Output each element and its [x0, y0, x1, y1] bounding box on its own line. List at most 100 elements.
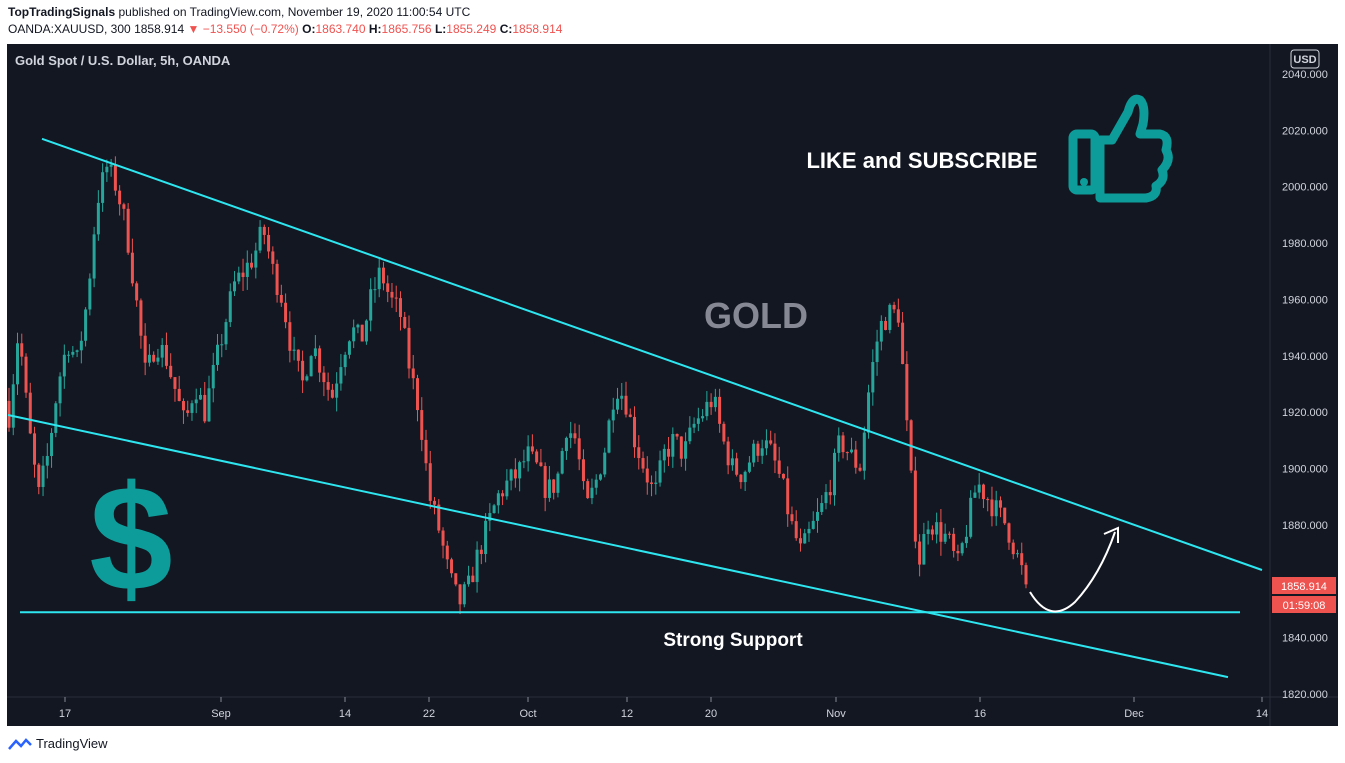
candle-body	[556, 473, 560, 493]
candle-body	[994, 500, 998, 517]
candle-body	[679, 436, 683, 459]
candle-body	[794, 521, 798, 539]
candle-body	[54, 403, 58, 433]
candle-body	[730, 458, 734, 466]
candle-body	[850, 449, 854, 453]
candle-body	[305, 376, 309, 381]
candle-body	[803, 533, 807, 544]
candle-body	[190, 403, 194, 413]
candle-body	[356, 324, 360, 328]
candle-body	[450, 559, 454, 574]
candle-body	[88, 278, 92, 310]
candle-body	[101, 172, 105, 203]
candle-body	[671, 433, 675, 457]
candle-body	[1003, 507, 1007, 524]
candle-body	[926, 529, 930, 534]
candle-body	[581, 459, 585, 482]
author-name[interactable]: TopTradingSignals	[8, 5, 116, 19]
candle-body	[322, 372, 326, 383]
candle-body	[722, 423, 726, 442]
candle-body	[641, 458, 645, 469]
candle-body	[181, 401, 185, 411]
candle-body	[598, 474, 602, 480]
tradingview-brand[interactable]: TradingView	[36, 736, 108, 751]
time-axis[interactable]: 17 Sep 14 22 Oct 12 20 Nov 16 Dec 14	[59, 697, 1268, 720]
candle-body	[407, 327, 411, 369]
candle-body	[815, 511, 819, 521]
candle-body	[773, 443, 777, 461]
candle-body	[377, 267, 381, 290]
candle-body	[147, 354, 151, 363]
candle-body	[360, 324, 364, 342]
candle-body	[20, 343, 24, 357]
candle-body	[160, 344, 164, 358]
candle-body	[879, 320, 883, 342]
candle-body	[335, 383, 339, 398]
candle-body	[139, 300, 143, 336]
candle-body	[428, 463, 432, 501]
candle-body	[347, 341, 351, 355]
candle-body	[854, 449, 858, 468]
candle-body	[969, 497, 973, 537]
candle-body	[233, 281, 237, 292]
candle-body	[1024, 565, 1028, 585]
candle-body	[739, 474, 743, 483]
candle-body	[603, 452, 607, 475]
candle-body	[156, 357, 160, 362]
candle-body	[513, 469, 517, 479]
candle-body	[92, 234, 96, 279]
currency-badge[interactable]	[1290, 49, 1320, 69]
candle-body	[688, 427, 692, 442]
footer: TradingView	[8, 736, 108, 751]
countdown-tag	[1272, 596, 1336, 613]
candle-body	[164, 344, 168, 366]
candle-body	[981, 484, 985, 500]
candle-body	[381, 267, 385, 284]
candle-body	[313, 348, 317, 357]
candle-body	[990, 499, 994, 517]
trendlines-group	[7, 137, 1263, 679]
candle-body	[467, 575, 471, 585]
price-tick-label: 1820.000	[1282, 689, 1328, 701]
candle-body	[586, 481, 590, 499]
candle-body	[871, 362, 875, 393]
candle-body	[611, 409, 615, 421]
candle-body	[764, 440, 768, 449]
candle-body	[790, 514, 794, 522]
candle-body	[462, 584, 466, 605]
candle-body	[696, 418, 700, 424]
candle-body	[560, 451, 564, 474]
candle-body	[824, 492, 828, 504]
candle-body	[650, 482, 654, 484]
candle-body	[1007, 523, 1011, 543]
last-price-value: 1858.914	[134, 22, 185, 36]
candle-body	[501, 493, 505, 497]
candle-body	[479, 549, 483, 555]
candle-body	[607, 420, 611, 453]
candle-body	[624, 395, 628, 415]
publish-info: TopTradingSignals published on TradingVi…	[8, 5, 470, 19]
candle-body	[769, 440, 773, 444]
candle-body	[1015, 553, 1019, 555]
candle-body	[718, 396, 722, 424]
low-value: 1855.249	[446, 22, 497, 36]
candle-body	[709, 401, 713, 408]
candle-body	[173, 377, 177, 389]
candle-body	[701, 416, 705, 419]
candle-body	[952, 533, 956, 551]
candle-body	[143, 335, 147, 363]
candle-body	[705, 401, 709, 417]
candle-body	[258, 226, 262, 251]
symbol-info: OANDA:XAUUSD, 300 1858.914 ▼ −13.550 (−0…	[8, 22, 562, 36]
candle-body	[875, 341, 879, 363]
time-tick-label: 14	[1256, 708, 1268, 720]
candle-body	[267, 234, 271, 252]
dollar-sign-annotation: $	[89, 454, 172, 622]
candle-body	[416, 378, 420, 411]
price-tick-label: 2020.000	[1282, 125, 1328, 137]
candle-body	[475, 549, 479, 583]
candle-body	[390, 291, 394, 298]
candle-body	[16, 343, 20, 385]
candle-body	[194, 399, 198, 404]
